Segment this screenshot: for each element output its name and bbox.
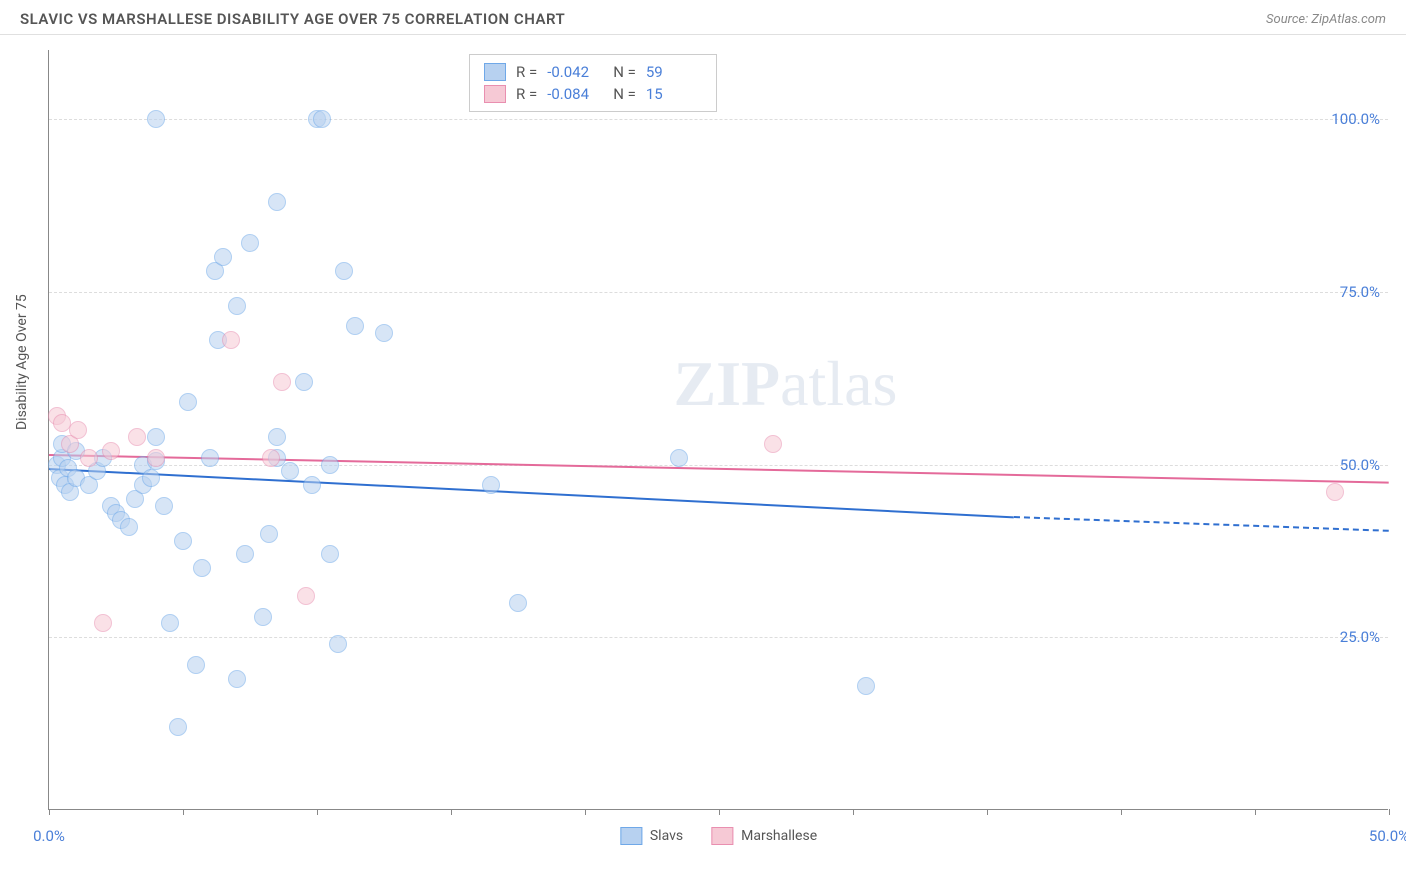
scatter-point-marshallese (764, 435, 782, 453)
y-tick-label: 100.0% (1331, 110, 1380, 128)
scatter-point-slavs (147, 110, 165, 128)
scatter-point-slavs (509, 594, 527, 612)
chart-title: SLAVIC VS MARSHALLESE DISABILITY AGE OVE… (20, 10, 565, 28)
scatter-point-slavs (179, 393, 197, 411)
scatter-point-slavs (187, 656, 205, 674)
trend-line (49, 468, 1014, 518)
scatter-point-slavs (254, 608, 272, 626)
stats-row: R = -0.084 N = 15 (484, 83, 702, 105)
stat-n-value: 15 (646, 85, 702, 103)
scatter-point-slavs (147, 428, 165, 446)
scatter-point-slavs (295, 373, 313, 391)
scatter-point-slavs (201, 449, 219, 467)
x-tick (1255, 809, 1256, 815)
legend-item: Marshallese (711, 827, 817, 845)
trend-line-dash (1014, 516, 1389, 532)
scatter-point-marshallese (128, 428, 146, 446)
stat-n-label: N = (613, 63, 636, 81)
y-axis-label: Disability Age Over 75 (14, 294, 30, 430)
legend-swatch (620, 827, 642, 845)
x-tick (719, 809, 720, 815)
stat-r-value: -0.042 (547, 63, 603, 81)
y-tick-label: 50.0% (1340, 456, 1380, 474)
scatter-point-slavs (228, 297, 246, 315)
scatter-point-marshallese (273, 373, 291, 391)
scatter-point-slavs (329, 635, 347, 653)
scatter-point-slavs (174, 532, 192, 550)
stat-n-value: 59 (646, 63, 702, 81)
scatter-point-slavs (281, 462, 299, 480)
correlation-stats-box: R = -0.042 N = 59 R = -0.084 N = 15 (469, 54, 717, 112)
scatter-point-marshallese (102, 442, 120, 460)
y-tick-label: 75.0% (1340, 283, 1380, 301)
scatter-point-slavs (120, 518, 138, 536)
x-tick (1389, 809, 1390, 815)
scatter-point-slavs (303, 476, 321, 494)
scatter-point-slavs (857, 677, 875, 695)
gridline-h (49, 465, 1388, 466)
bottom-legend: Slavs Marshallese (620, 827, 817, 845)
stat-n-label: N = (613, 85, 636, 103)
x-tick (1121, 809, 1122, 815)
chart-header: SLAVIC VS MARSHALLESE DISABILITY AGE OVE… (0, 0, 1406, 35)
gridline-h (49, 292, 1388, 293)
scatter-chart: ZIPatlas R = -0.042 N = 59 R = -0.084 N = 15 25… (48, 50, 1388, 810)
stats-row: R = -0.042 N = 59 (484, 61, 702, 83)
gridline-h (49, 119, 1388, 120)
scatter-point-marshallese (69, 421, 87, 439)
y-tick-label: 25.0% (1340, 628, 1380, 646)
series-swatch (484, 85, 506, 103)
scatter-point-slavs (335, 262, 353, 280)
scatter-point-slavs (241, 234, 259, 252)
scatter-point-marshallese (222, 331, 240, 349)
legend-label: Slavs (650, 828, 683, 844)
x-tick (451, 809, 452, 815)
scatter-point-slavs (214, 248, 232, 266)
scatter-point-slavs (260, 525, 278, 543)
scatter-point-slavs (155, 497, 173, 515)
gridline-h (49, 637, 1388, 638)
legend-item: Slavs (620, 827, 683, 845)
scatter-point-slavs (161, 614, 179, 632)
x-tick-label: 0.0% (33, 827, 65, 845)
x-tick (585, 809, 586, 815)
x-tick (853, 809, 854, 815)
scatter-point-marshallese (80, 449, 98, 467)
x-tick-label: 50.0% (1369, 827, 1406, 845)
scatter-point-slavs (321, 456, 339, 474)
scatter-point-slavs (193, 559, 211, 577)
scatter-point-slavs (321, 545, 339, 563)
scatter-point-marshallese (262, 449, 280, 467)
x-tick (317, 809, 318, 815)
source-label: Source: ZipAtlas.com (1266, 12, 1386, 27)
scatter-point-slavs (346, 317, 364, 335)
scatter-point-slavs (142, 469, 160, 487)
scatter-point-slavs (228, 670, 246, 688)
x-tick (987, 809, 988, 815)
scatter-point-slavs (236, 545, 254, 563)
stat-r-value: -0.084 (547, 85, 603, 103)
scatter-point-slavs (268, 193, 286, 211)
scatter-point-slavs (169, 718, 187, 736)
legend-label: Marshallese (741, 828, 817, 844)
scatter-point-marshallese (297, 587, 315, 605)
x-tick (183, 809, 184, 815)
scatter-point-slavs (375, 324, 393, 342)
scatter-point-marshallese (94, 614, 112, 632)
scatter-point-slavs (313, 110, 331, 128)
scatter-point-slavs (268, 428, 286, 446)
scatter-point-slavs (670, 449, 688, 467)
watermark: ZIPatlas (673, 347, 897, 421)
scatter-point-marshallese (147, 449, 165, 467)
scatter-point-marshallese (1326, 483, 1344, 501)
stat-r-label: R = (516, 63, 537, 81)
stat-r-label: R = (516, 85, 537, 103)
series-swatch (484, 63, 506, 81)
x-tick (49, 809, 50, 815)
legend-swatch (711, 827, 733, 845)
scatter-point-slavs (482, 476, 500, 494)
